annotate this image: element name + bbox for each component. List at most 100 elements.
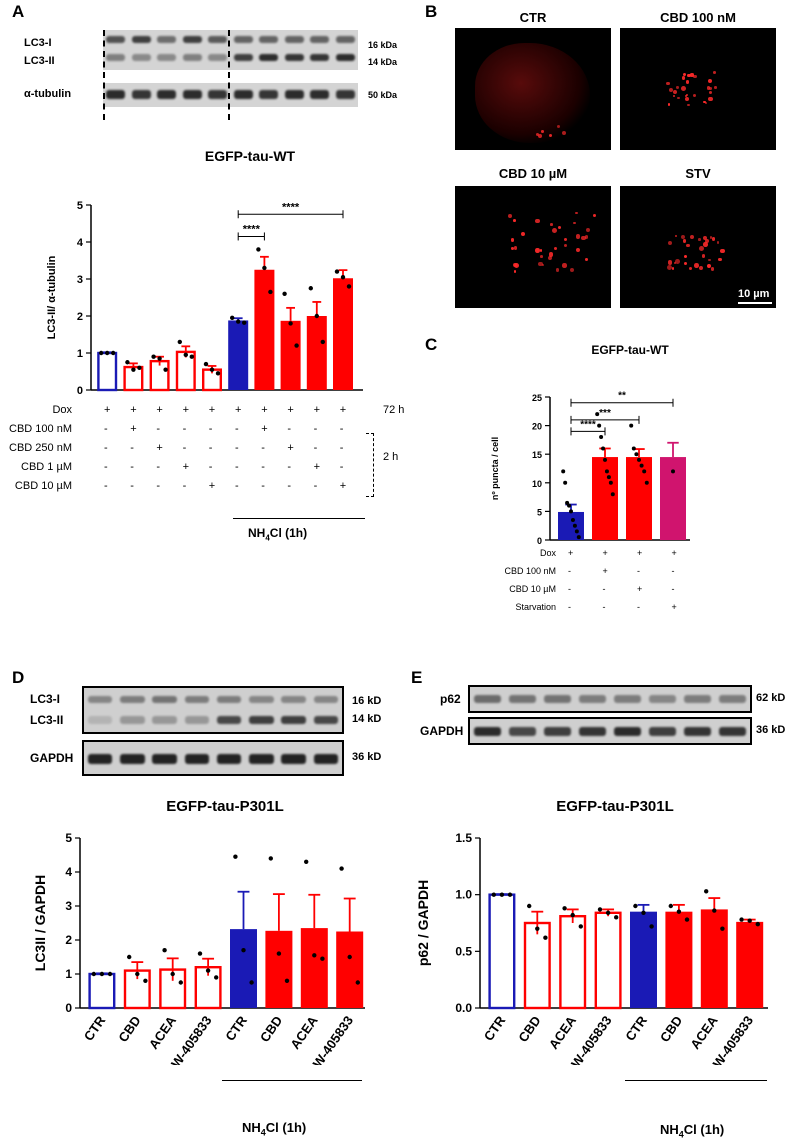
puncta-dot xyxy=(693,74,697,78)
data-point xyxy=(569,509,573,514)
table-row-label: CBD 10 µM xyxy=(14,480,72,492)
chart-d-title: EGFP-tau-P301L xyxy=(166,798,284,815)
micrograph-cbd-10um xyxy=(455,186,611,308)
blot-band xyxy=(335,54,355,61)
blot-band xyxy=(208,90,228,99)
scale-bar xyxy=(738,302,772,304)
data-point xyxy=(163,367,168,372)
table-cell: - xyxy=(130,461,134,473)
table-cell: - xyxy=(671,566,675,576)
blot-band xyxy=(249,716,274,724)
blot-band xyxy=(184,754,210,764)
blot-band xyxy=(208,36,228,43)
blot-band xyxy=(106,36,126,43)
data-point xyxy=(644,480,649,485)
blot-band xyxy=(614,695,641,703)
table-cell: + xyxy=(339,480,347,492)
data-point xyxy=(242,320,247,325)
bar-7 xyxy=(736,921,764,1008)
scale-bar-label: 10 µm xyxy=(738,288,770,300)
puncta-dot xyxy=(563,237,568,242)
blot-band xyxy=(216,716,242,724)
puncta-dot xyxy=(667,240,672,245)
table-cell: - xyxy=(130,442,134,454)
chart-d-nh4cl-line xyxy=(222,1080,362,1081)
data-point xyxy=(637,457,641,462)
bar-0 xyxy=(97,351,118,392)
blot-band xyxy=(544,695,571,703)
puncta-dot xyxy=(699,245,705,251)
puncta-dot xyxy=(547,256,552,261)
blot-band xyxy=(233,54,253,61)
y-tick-label: 25 xyxy=(532,393,542,403)
data-point xyxy=(288,321,293,326)
puncta-dot xyxy=(683,262,688,266)
data-point xyxy=(712,908,717,913)
table-cell: + xyxy=(637,548,643,558)
puncta-dot xyxy=(681,85,687,91)
puncta-dot xyxy=(573,221,577,225)
data-point xyxy=(178,980,183,985)
puncta-dot xyxy=(683,255,687,259)
blot-band xyxy=(684,727,711,736)
data-point xyxy=(131,367,136,372)
puncta-dot xyxy=(685,80,690,85)
data-point xyxy=(209,367,215,372)
data-point xyxy=(606,475,611,480)
puncta-dot xyxy=(667,103,671,106)
puncta-dot xyxy=(521,231,526,237)
y-tick-label: 0 xyxy=(77,385,83,397)
data-point xyxy=(535,926,540,931)
bar-2 xyxy=(159,968,187,1010)
blot-a-tubulin-strip xyxy=(103,83,358,107)
table-cell: - xyxy=(104,480,108,492)
data-point xyxy=(205,968,211,973)
blot-band xyxy=(152,754,177,764)
puncta-dot xyxy=(686,243,690,247)
x-tick-label: CTR xyxy=(481,1013,509,1044)
puncta-dot xyxy=(688,267,692,271)
puncta-dot xyxy=(553,246,557,251)
cell-body xyxy=(475,43,590,143)
chart-e-nh4cl-label: NH4Cl (1h) xyxy=(660,1122,725,1140)
x-tick-label: ACEA xyxy=(146,1013,180,1052)
data-point xyxy=(183,352,188,358)
x-tick-label: CBD xyxy=(115,1013,143,1045)
blot-band xyxy=(131,36,151,43)
data-point xyxy=(268,289,273,295)
blot-e-kd-36: 36 kD xyxy=(756,724,786,736)
micrograph-label-stv: STV xyxy=(685,166,711,181)
table-cell: - xyxy=(104,423,108,435)
blot-band xyxy=(182,90,202,99)
data-point xyxy=(631,446,636,451)
blot-d-label-lc3ii: LC3-II xyxy=(30,713,64,727)
table-cell: + xyxy=(313,461,321,473)
puncta-dot xyxy=(687,73,691,78)
table-cell: - xyxy=(261,480,265,492)
table-cell: - xyxy=(637,602,640,612)
table-cell: + xyxy=(182,461,190,473)
table-cell: - xyxy=(313,423,318,435)
blot-band xyxy=(335,36,355,43)
chart-a-nh4cl-line xyxy=(233,518,365,519)
blot-band xyxy=(310,54,330,61)
puncta-dot xyxy=(513,219,516,223)
puncta-dot xyxy=(584,235,589,239)
blot-band xyxy=(182,54,202,61)
data-point xyxy=(320,339,325,345)
table-cell: - xyxy=(104,442,108,454)
puncta-dot xyxy=(714,86,717,89)
blot-a-lc3-strip xyxy=(103,30,358,70)
blot-band xyxy=(233,36,253,43)
blot-a-label-lc3i: LC3-I xyxy=(24,37,52,49)
data-point xyxy=(294,343,299,348)
table-cell: + xyxy=(261,423,268,435)
dox-time-label: 72 h xyxy=(383,404,405,416)
sig-label: *** xyxy=(599,408,611,419)
chart-e-nh4cl-line xyxy=(625,1080,767,1081)
blot-band xyxy=(233,90,253,99)
table-cell: - xyxy=(208,461,213,473)
x-tick-label: ACEA xyxy=(546,1013,580,1052)
y-tick-label: 0 xyxy=(537,536,542,546)
